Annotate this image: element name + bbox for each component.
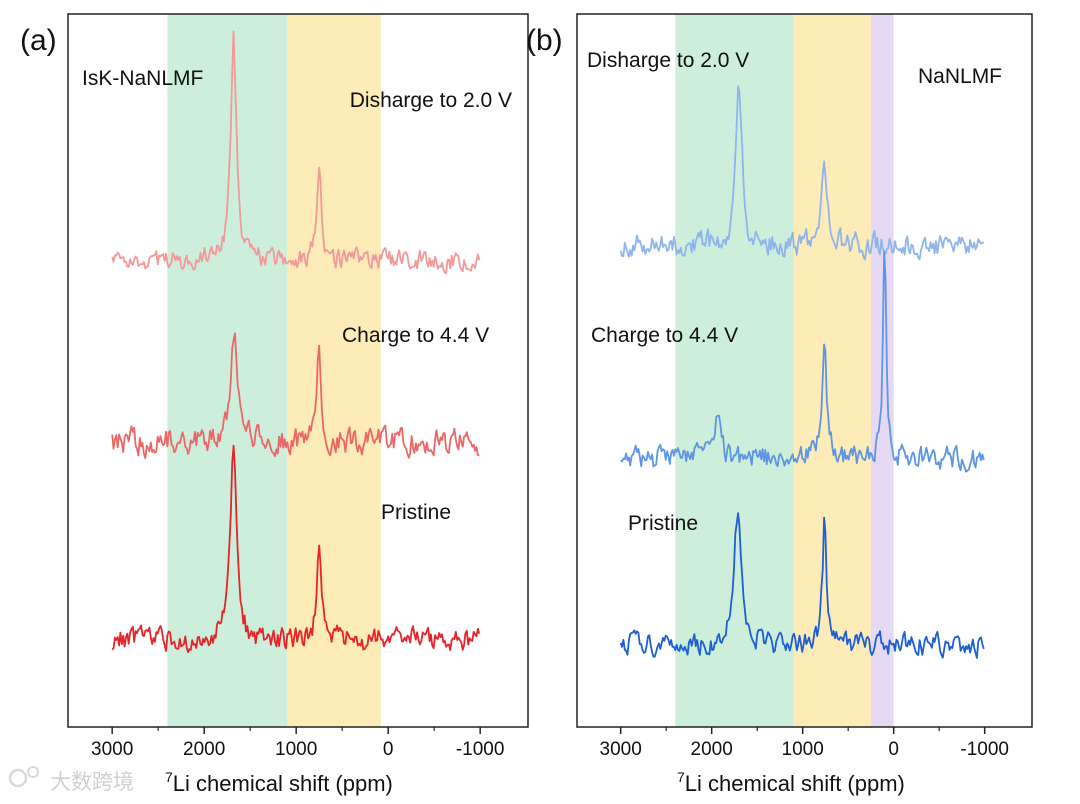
series-label-a-charge: Charge to 4.4 V [342, 324, 489, 347]
series-label-b-discharge: Disharge to 2.0 V [587, 49, 749, 72]
spectrum-line-pristine [619, 512, 985, 659]
x-axis-label-sup-b: 7 [677, 769, 685, 785]
shaded-band-1 [286, 14, 381, 727]
watermark: 大数跨境 [8, 766, 134, 794]
series-label-a-discharge: Disharge to 2.0 V [350, 89, 512, 112]
x-tick-label: 3000 [91, 739, 133, 760]
x-axis-label-sup-a: 7 [165, 769, 173, 785]
shaded-band-0 [167, 14, 287, 727]
panel-tag-a: (a) [20, 24, 57, 57]
spectrum-line-pristine [111, 444, 481, 654]
plot-frame [576, 13, 1033, 728]
x-tick-label: 1000 [275, 739, 317, 760]
shaded-band-1 [793, 14, 871, 727]
series-label-a-pristine: Pristine [381, 501, 451, 524]
x-axis-label-text-a: Li chemical shift (ppm) [173, 771, 393, 796]
x-axis-label-b: 7Li chemical shift (ppm) [677, 769, 905, 796]
watermark-logo-icon [8, 768, 28, 788]
panel-a: 3000 2000 1000 0 -1000 [67, 13, 529, 760]
spectrum-line-charge-to-4-4-v [111, 332, 480, 459]
watermark-text: 大数跨境 [50, 771, 134, 794]
sample-label-b: NaNLMF [918, 65, 1002, 88]
spectrum-line-disharge-to-2-0-v [111, 30, 481, 275]
x-tick-label: 2000 [183, 739, 225, 760]
series-label-b-pristine: Pristine [628, 512, 698, 535]
panel-b: 3000 2000 1000 0 -1000 [576, 13, 1033, 760]
x-tick-label: 0 [383, 739, 394, 760]
spectrum-line-disharge-to-2-0-v [619, 85, 985, 261]
x-axis-label-a: 7Li chemical shift (ppm) [165, 769, 393, 796]
series-label-b-charge: Charge to 4.4 V [591, 324, 738, 347]
watermark-logo-icon-2 [27, 766, 39, 778]
x-tick-label: -1000 [456, 739, 505, 760]
sample-label-a: IsK-NaNLMF [82, 67, 203, 90]
panel-tag-b: (b) [526, 24, 563, 57]
x-tick-label: 2000 [691, 739, 733, 760]
x-tick-label: 3000 [600, 739, 642, 760]
x-axis-label-text-b: Li chemical shift (ppm) [685, 771, 905, 796]
x-tick-label: 0 [888, 739, 899, 760]
shaded-band-0 [675, 14, 794, 727]
x-tick-label: -1000 [960, 739, 1009, 760]
plot-frame [67, 13, 529, 728]
x-tick-label: 1000 [782, 739, 824, 760]
spectrum-line-charge-to-4-4-v [620, 250, 985, 473]
